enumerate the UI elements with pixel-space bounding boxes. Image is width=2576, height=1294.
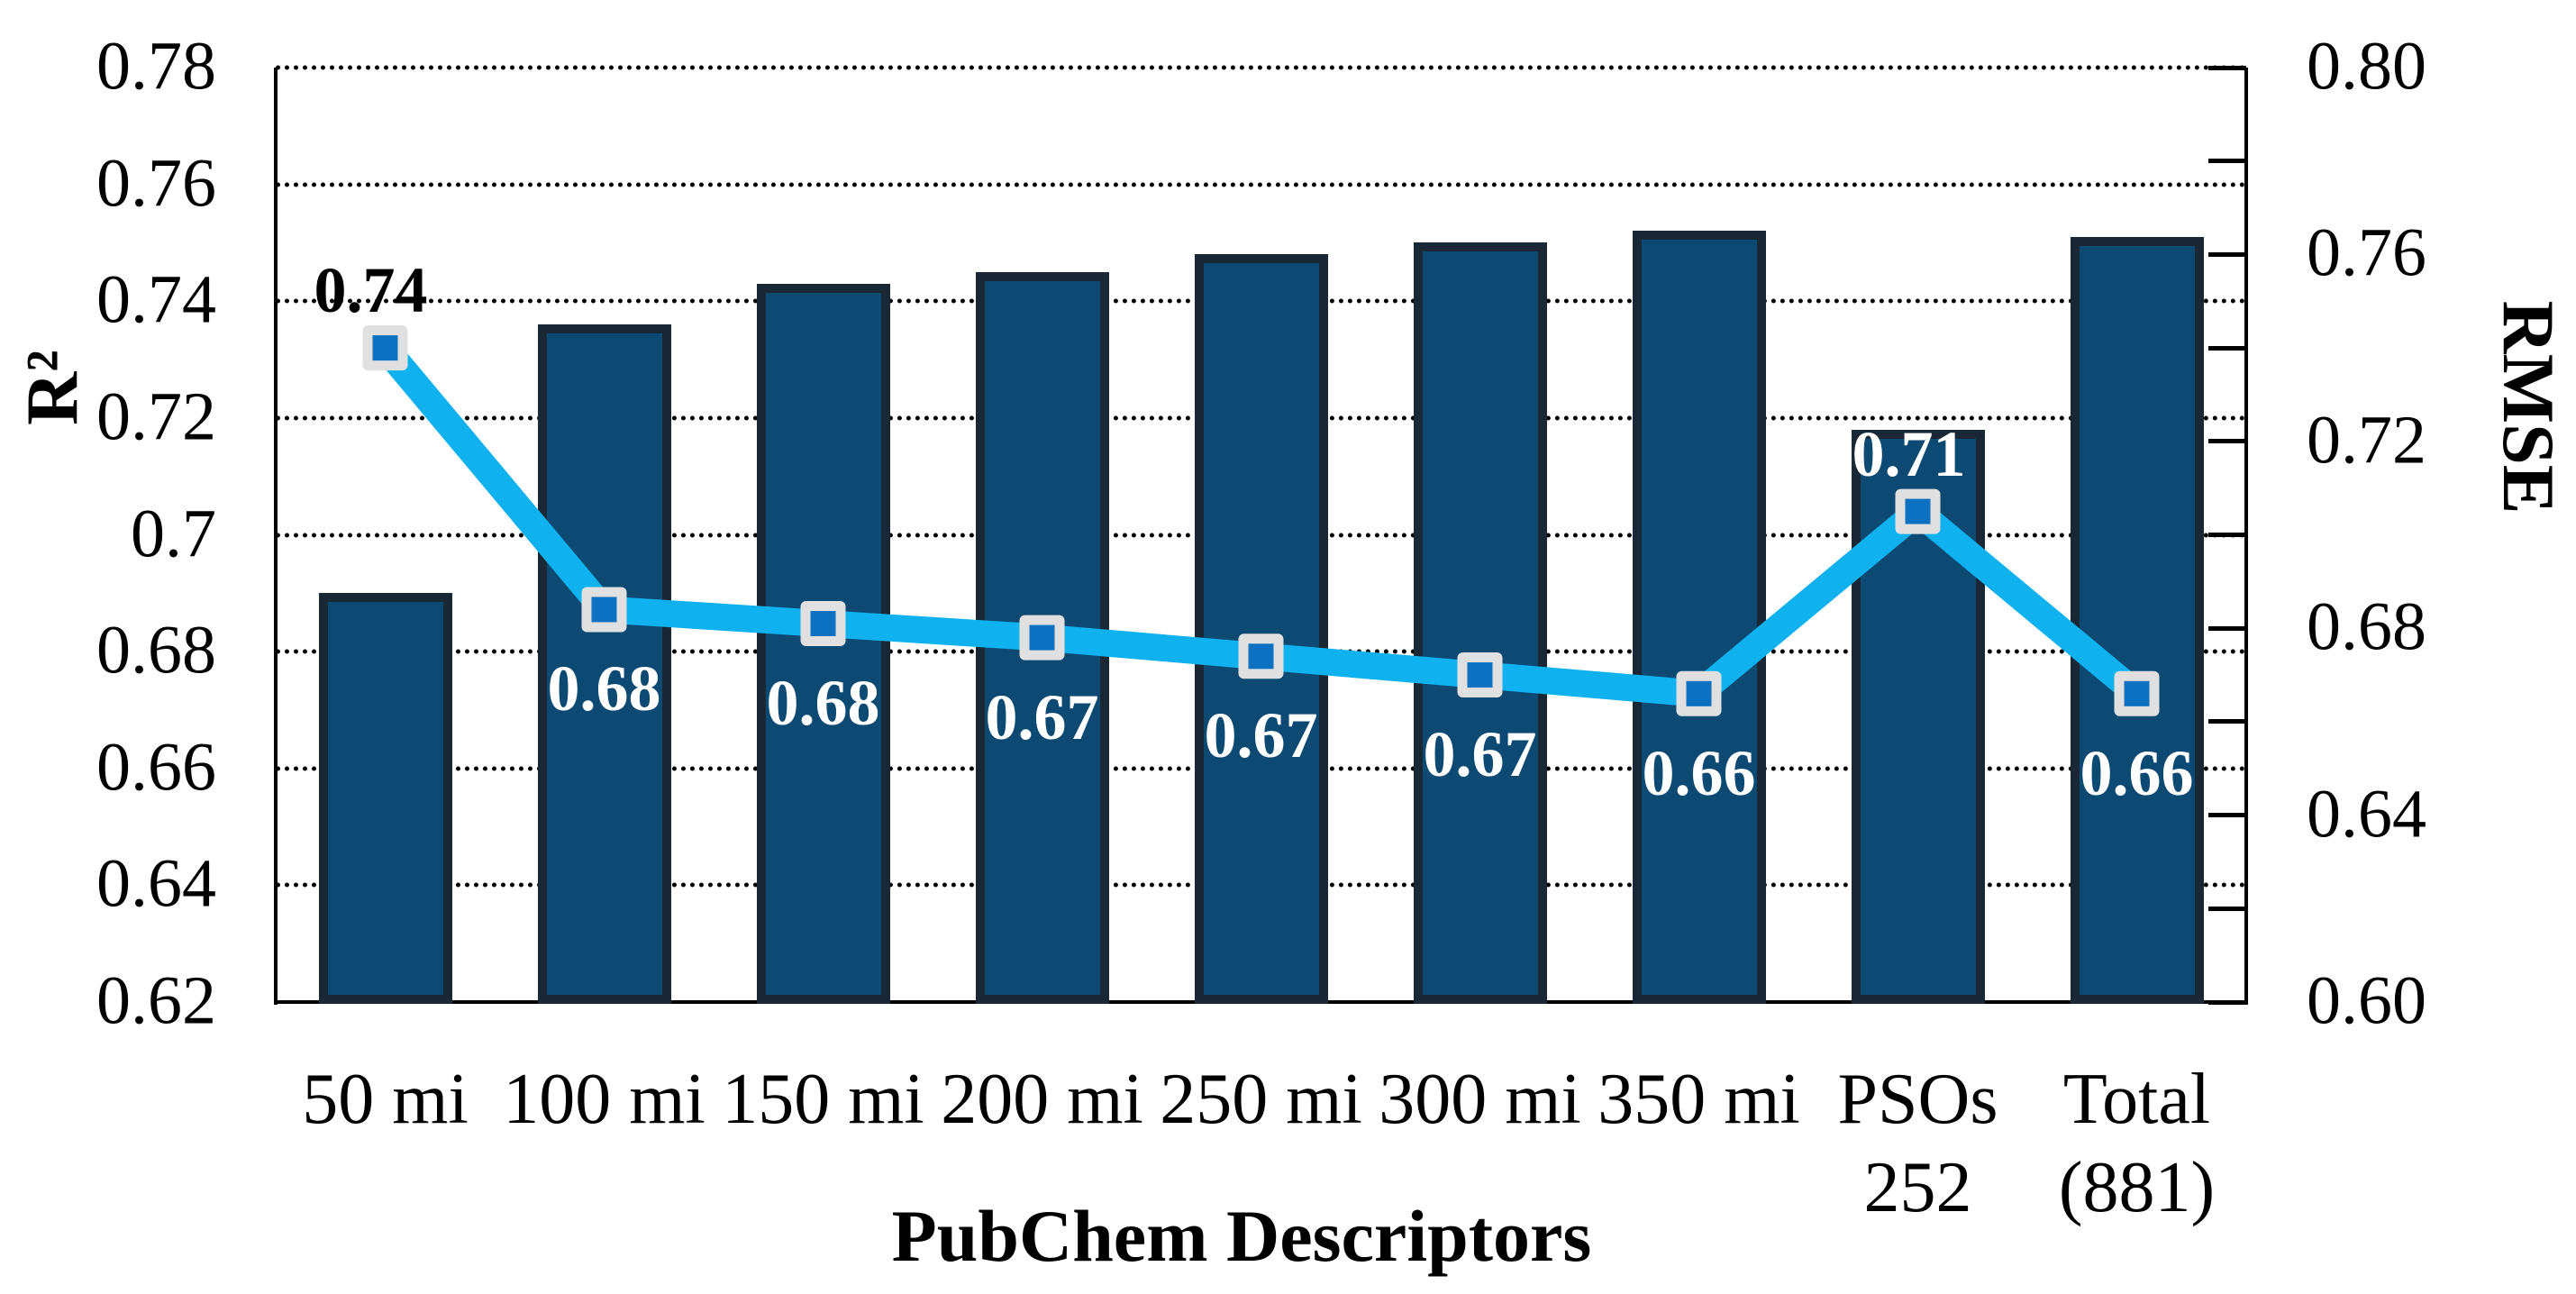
y-axis-title-left-text: R² (11, 350, 93, 425)
right-axis-tick (2208, 625, 2246, 631)
bar (1413, 242, 1547, 1004)
x-category-label-line: 100 mi (503, 1060, 705, 1139)
data-label: 0.68 (547, 652, 661, 725)
right-axis-tick (2208, 65, 2246, 70)
y-axis-title-left: R² (10, 350, 95, 425)
gridline (276, 65, 2246, 70)
y-axis-tick-label-left: 0.7 (131, 495, 216, 571)
y-axis-tick-label-right: 0.64 (2307, 776, 2426, 852)
x-axis-title: PubChem Descriptors (892, 1194, 1592, 1279)
x-category-label-line: 250 mi (1160, 1060, 1362, 1139)
right-axis-tick (2208, 159, 2246, 164)
data-label: 0.67 (1423, 718, 1537, 791)
bar (756, 283, 890, 1004)
right-axis-tick (2208, 906, 2246, 911)
y-axis-line-right (2244, 68, 2248, 1005)
bar (1194, 254, 1328, 1004)
x-category-label: 100 mi (503, 1056, 705, 1144)
y-axis-title-right: RMSE (2486, 301, 2571, 515)
y-axis-tick-label-right: 0.76 (2307, 214, 2426, 291)
x-category-label: 150 mi (722, 1056, 924, 1144)
line-marker-outline (362, 325, 408, 371)
y-axis-tick-label-left: 0.64 (96, 845, 216, 922)
x-category-label: PSOs 252 (1838, 1056, 1998, 1232)
x-category-label-line: PSOs (1837, 1060, 1998, 1139)
y-axis-tick-label-left: 0.72 (96, 378, 216, 455)
y-axis-tick-label-left: 0.76 (96, 145, 216, 222)
x-category-label: 50 mi (302, 1056, 468, 1144)
data-label: 0.67 (985, 680, 1099, 753)
right-axis-tick (2208, 813, 2246, 818)
x-axis-title-text: PubChem Descriptors (891, 1195, 1592, 1277)
right-axis-tick (2208, 533, 2246, 537)
bar (975, 271, 1109, 1004)
right-axis-tick (2208, 999, 2246, 1005)
right-axis-tick (2208, 439, 2246, 444)
right-axis-tick (2208, 719, 2246, 724)
y-axis-tick-label-right: 0.60 (2307, 962, 2426, 1039)
bar (318, 593, 452, 1004)
y-axis-tick-label-right: 0.80 (2307, 28, 2426, 105)
x-category-label: 350 mi (1597, 1056, 1799, 1144)
y-axis-tick-label-left: 0.74 (96, 261, 216, 338)
y-axis-tick-label-right: 0.72 (2307, 402, 2426, 478)
x-category-label-line: Total (2062, 1060, 2211, 1139)
x-category-label-line: 252 (1863, 1147, 1972, 1227)
gridline (276, 182, 2246, 187)
right-axis-tick (2208, 345, 2246, 351)
y-axis-tick-label-left: 0.78 (96, 28, 216, 105)
y-axis-line-left (274, 68, 278, 1005)
x-category-label-line: 150 mi (722, 1060, 924, 1139)
y-axis-tick-label-left: 0.62 (96, 962, 216, 1039)
x-category-label: 300 mi (1379, 1056, 1580, 1144)
data-label: 0.68 (766, 667, 880, 739)
bar (1632, 231, 1766, 1004)
data-label: 0.67 (1204, 699, 1318, 772)
y-axis-title-right-text: RMSE (2488, 300, 2570, 515)
bar (1851, 429, 1985, 1004)
right-axis-tick (2208, 251, 2246, 257)
x-category-label: 200 mi (941, 1056, 1142, 1144)
x-category-label-line: (881) (2058, 1147, 2216, 1227)
x-category-label: Total (881) (2059, 1056, 2215, 1232)
x-category-label-line: 300 mi (1379, 1060, 1581, 1139)
y-axis-tick-label-left: 0.66 (96, 729, 216, 806)
x-category-label-line: 50 mi (302, 1060, 469, 1139)
data-label: 0.66 (2080, 736, 2194, 809)
x-category-label-line: 350 mi (1597, 1060, 1800, 1139)
x-category-label-line: 200 mi (941, 1060, 1143, 1139)
data-label: 0.71 (1852, 417, 1966, 490)
data-label: 0.66 (1642, 736, 1756, 809)
data-label: 0.74 (314, 254, 428, 327)
y-axis-tick-label-right: 0.68 (2307, 588, 2426, 665)
y-axis-tick-label-left: 0.68 (96, 612, 216, 688)
line-marker (372, 335, 398, 361)
x-category-label: 250 mi (1160, 1056, 1361, 1144)
bar (2070, 236, 2204, 1004)
